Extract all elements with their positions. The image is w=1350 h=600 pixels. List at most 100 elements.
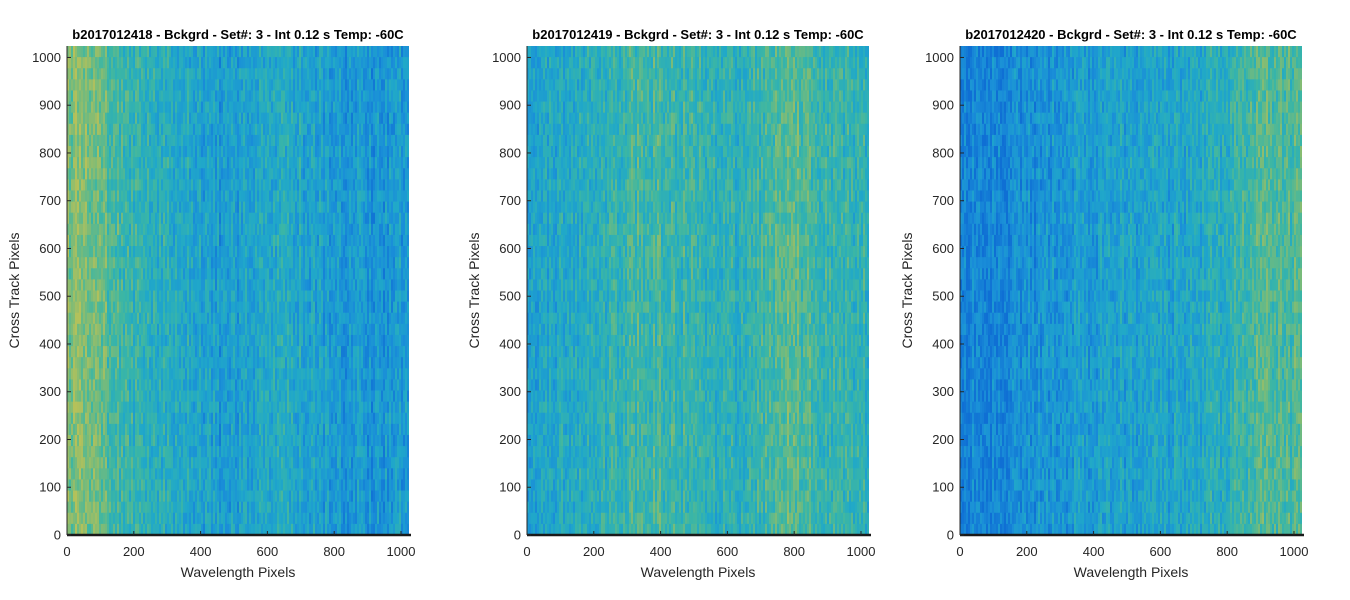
heatmap-cell	[235, 490, 238, 502]
heatmap-cell	[99, 146, 102, 158]
heatmap-cell	[217, 257, 220, 269]
heatmap-cell	[225, 379, 228, 391]
heatmap-cell	[113, 268, 116, 280]
heatmap-cell	[231, 368, 234, 380]
heatmap-cell	[93, 123, 96, 136]
heatmap-cell	[139, 112, 142, 125]
heatmap-cell	[189, 490, 192, 502]
heatmap-cell	[107, 57, 110, 69]
heatmap-cell	[223, 523, 226, 535]
heatmap-cell	[133, 412, 136, 425]
heatmap-cell	[223, 179, 226, 191]
heatmap-cell	[249, 523, 252, 535]
heatmap-cell	[213, 168, 216, 180]
heatmap-cell	[145, 312, 148, 325]
heatmap-cell	[167, 279, 170, 291]
heatmap-cell	[253, 301, 256, 314]
heatmap-cell	[277, 368, 280, 380]
heatmap-cell	[89, 312, 92, 325]
heatmap-cell	[257, 157, 260, 169]
heatmap-cell	[231, 268, 234, 280]
heatmap-cell	[269, 46, 272, 58]
heatmap-cell	[205, 157, 208, 169]
heatmap-cell	[285, 112, 288, 125]
heatmap-cell	[175, 68, 178, 80]
heatmap-cell	[281, 68, 284, 80]
heatmap-cell	[259, 279, 262, 291]
heatmap-cell	[193, 190, 196, 202]
heatmap-cell	[239, 157, 242, 169]
heatmap-cell	[285, 57, 288, 69]
heatmap-cell	[269, 479, 272, 491]
heatmap-cell	[245, 379, 248, 391]
heatmap-cell	[273, 490, 276, 502]
heatmap-cell	[201, 490, 204, 502]
heatmap-cell	[121, 234, 124, 247]
heatmap-cell	[229, 112, 232, 125]
heatmap-cell	[287, 179, 290, 191]
heatmap-cell	[81, 523, 84, 535]
heatmap-cell	[149, 490, 152, 502]
heatmap-cell	[69, 223, 72, 236]
heatmap-cell	[119, 290, 122, 302]
heatmap-cell	[139, 490, 142, 502]
heatmap-cell	[293, 279, 296, 291]
heatmap-cell	[189, 212, 192, 225]
heatmap-cell	[235, 446, 238, 458]
heatmap-cell	[159, 212, 162, 225]
heatmap-cell	[281, 290, 284, 302]
heatmap-cell	[217, 190, 220, 202]
heatmap-cell	[89, 57, 92, 69]
heatmap-cell	[137, 168, 140, 180]
heatmap-cell	[173, 379, 176, 391]
heatmap-cell	[93, 357, 96, 369]
heatmap-cell	[273, 112, 276, 125]
heatmap-cell	[183, 134, 186, 147]
heatmap-cell	[129, 446, 132, 458]
heatmap-cell	[271, 146, 274, 158]
heatmap-cell	[199, 312, 202, 325]
heatmap-cell	[203, 434, 206, 447]
heatmap-cell	[271, 79, 274, 91]
heatmap-cell	[129, 290, 132, 302]
heatmap-cell	[207, 368, 210, 380]
heatmap-cell	[135, 234, 138, 247]
heatmap-cell	[185, 246, 188, 258]
heatmap-cell	[173, 523, 176, 535]
heatmap-cell	[183, 279, 186, 291]
heatmap-cell	[267, 268, 270, 280]
heatmap-cell	[243, 79, 246, 91]
heatmap-cell	[263, 434, 266, 447]
heatmap-cell	[239, 434, 242, 447]
heatmap-cell	[169, 90, 172, 102]
heatmap-cell	[93, 246, 96, 258]
heatmap-cell	[69, 368, 72, 380]
heatmap-cell	[111, 323, 114, 336]
heatmap-cell	[163, 212, 166, 225]
heatmap-cell	[259, 146, 262, 158]
heatmap-cell	[221, 501, 224, 514]
heatmap-cell	[289, 223, 292, 236]
heatmap-cell	[169, 246, 172, 258]
heatmap-cell	[103, 257, 106, 269]
heatmap-cell	[267, 479, 270, 491]
heatmap-cell	[115, 90, 118, 102]
heatmap-cell	[245, 468, 248, 480]
heatmap-cell	[165, 346, 168, 358]
heatmap-cell	[171, 512, 174, 525]
heatmap-cell	[255, 123, 258, 136]
heatmap-cell	[147, 523, 150, 535]
heatmap-cell	[197, 234, 200, 247]
heatmap-cell	[179, 268, 182, 280]
heatmap-cell	[153, 334, 156, 347]
heatmap-cell	[241, 168, 244, 180]
heatmap-cell	[71, 112, 74, 125]
heatmap-cell	[119, 123, 122, 136]
heatmap-cell	[117, 146, 120, 158]
heatmap-cell	[113, 146, 116, 158]
heatmap-cell	[233, 57, 236, 69]
heatmap-cell	[105, 434, 108, 447]
heatmap-cell	[81, 334, 84, 347]
heatmap-cell	[257, 68, 260, 80]
heatmap-cell	[195, 490, 198, 502]
